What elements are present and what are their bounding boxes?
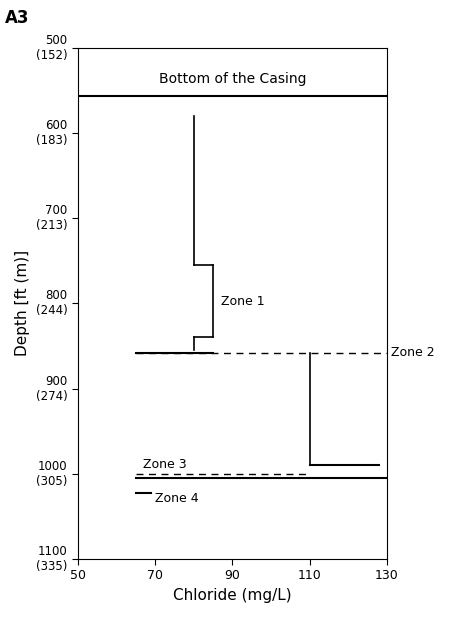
Text: A3: A3 xyxy=(4,9,29,27)
Text: Zone 3: Zone 3 xyxy=(144,458,187,471)
Text: Zone 4: Zone 4 xyxy=(155,492,198,505)
Text: Zone 1: Zone 1 xyxy=(221,295,265,308)
Text: Zone 2: Zone 2 xyxy=(391,346,435,359)
X-axis label: Chloride (mg/L): Chloride (mg/L) xyxy=(173,588,292,603)
Y-axis label: Depth [ft (m)]: Depth [ft (m)] xyxy=(15,250,30,357)
Text: Bottom of the Casing: Bottom of the Casing xyxy=(158,72,306,86)
